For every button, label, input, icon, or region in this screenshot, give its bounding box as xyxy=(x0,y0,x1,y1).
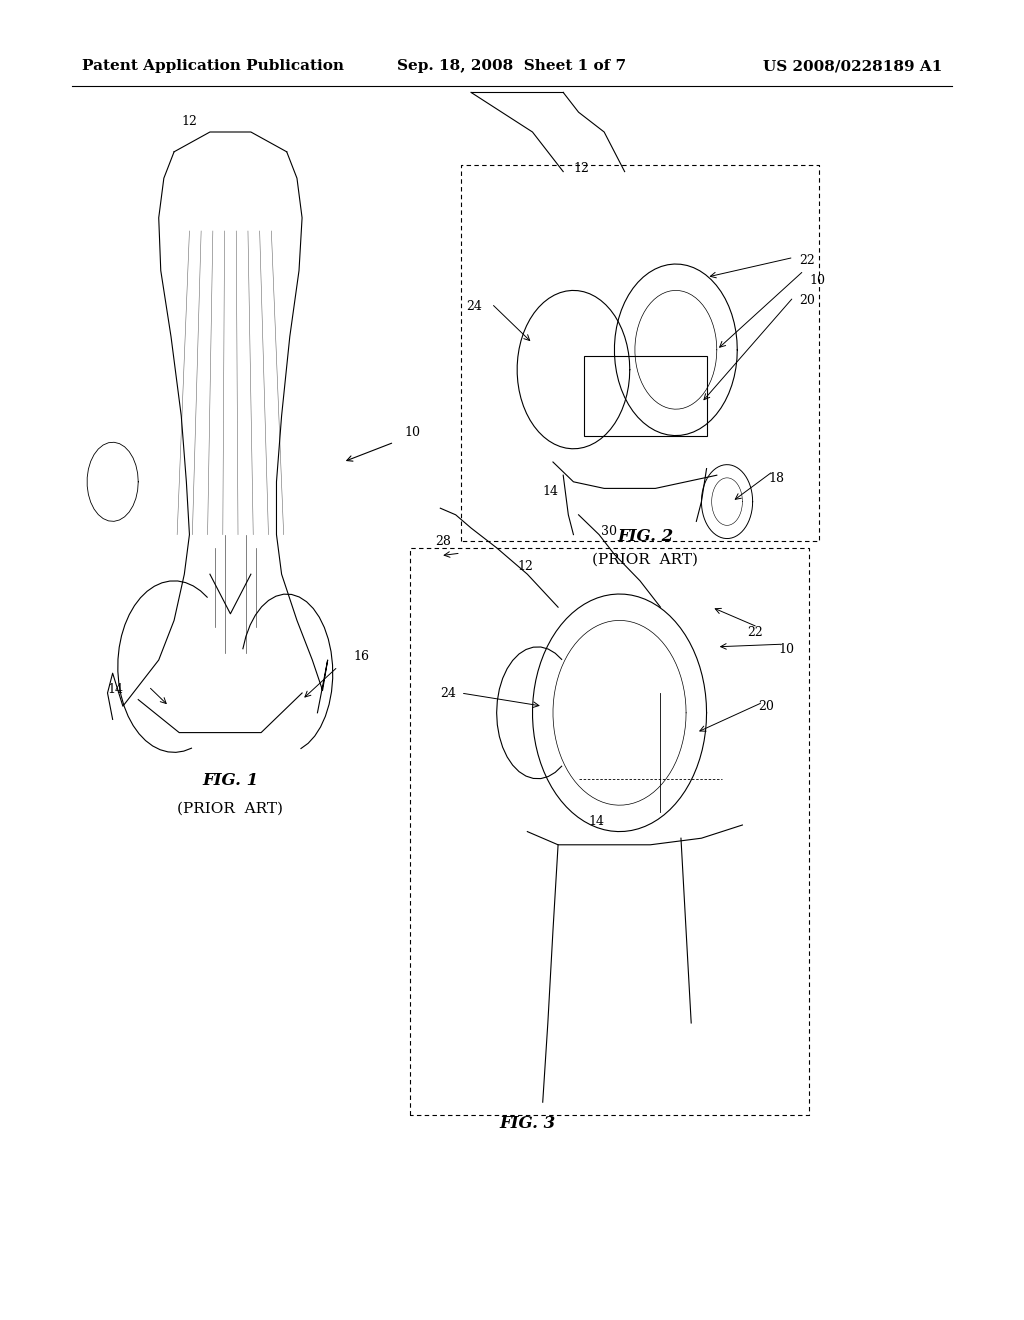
Text: 30: 30 xyxy=(601,524,617,537)
Text: 14: 14 xyxy=(589,814,605,828)
Text: 10: 10 xyxy=(778,643,795,656)
Text: FIG. 1: FIG. 1 xyxy=(203,772,258,789)
Text: 12: 12 xyxy=(517,560,534,573)
Text: 14: 14 xyxy=(543,484,559,498)
Text: 14: 14 xyxy=(108,682,124,696)
Text: 12: 12 xyxy=(181,115,198,128)
Text: 16: 16 xyxy=(353,649,370,663)
Text: 20: 20 xyxy=(758,700,774,713)
Bar xyxy=(584,356,707,436)
Text: (PRIOR  ART): (PRIOR ART) xyxy=(592,553,698,568)
Text: 10: 10 xyxy=(809,273,825,286)
Text: 22: 22 xyxy=(748,626,763,639)
Text: 24: 24 xyxy=(440,686,457,700)
Text: 28: 28 xyxy=(435,535,452,548)
Text: 24: 24 xyxy=(466,300,482,313)
Text: Patent Application Publication: Patent Application Publication xyxy=(82,59,344,74)
Text: US 2008/0228189 A1: US 2008/0228189 A1 xyxy=(763,59,942,74)
Text: 22: 22 xyxy=(799,253,814,267)
Text: FIG. 3: FIG. 3 xyxy=(500,1115,555,1133)
Text: FIG. 2: FIG. 2 xyxy=(617,528,673,545)
Text: 10: 10 xyxy=(404,425,421,438)
Text: 20: 20 xyxy=(799,293,815,306)
Text: Sep. 18, 2008  Sheet 1 of 7: Sep. 18, 2008 Sheet 1 of 7 xyxy=(397,59,627,74)
Text: (PRIOR  ART): (PRIOR ART) xyxy=(177,801,284,816)
Text: 18: 18 xyxy=(768,471,784,484)
Text: 12: 12 xyxy=(573,161,590,174)
